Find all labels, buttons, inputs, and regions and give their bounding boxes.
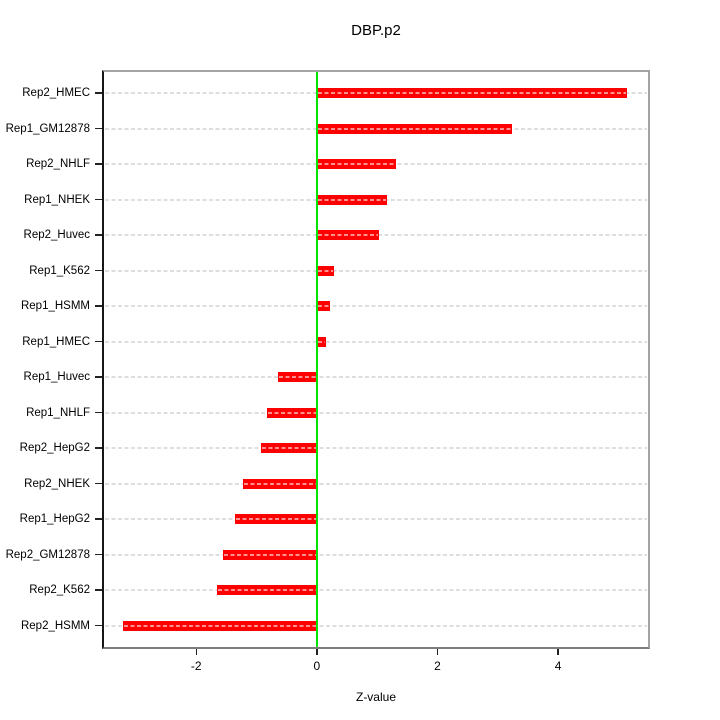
y-label-Rep2_NHEK: Rep2_NHEK xyxy=(24,477,90,490)
bar-Rep2_NHEK xyxy=(242,478,317,489)
y-tick xyxy=(95,482,102,484)
bar-Rep1_HMEC xyxy=(316,336,326,347)
bar-inner-dash xyxy=(317,127,511,130)
y-label-Rep1_HepG2: Rep1_HepG2 xyxy=(19,513,90,525)
gridline xyxy=(105,411,647,414)
x-tick xyxy=(557,649,559,655)
gridline xyxy=(105,340,647,343)
y-label-Rep2_Huvec: Rep2_Huvec xyxy=(23,229,90,241)
y-tick xyxy=(95,589,102,591)
y-tick xyxy=(95,269,102,271)
gridline xyxy=(105,305,647,307)
y-tick xyxy=(95,376,102,378)
gridline xyxy=(105,624,647,627)
bar-inner-dash xyxy=(267,411,316,414)
y-label-Rep2_GM12878: Rep2_GM12878 xyxy=(5,548,90,561)
gridline xyxy=(105,269,647,272)
bar-inner-dash xyxy=(218,589,316,591)
gridline xyxy=(105,553,647,556)
bar-Rep2_K562 xyxy=(217,585,317,595)
y-label-Rep2_HepG2: Rep2_HepG2 xyxy=(19,442,90,454)
bar-inner-dash xyxy=(243,482,316,485)
bar-Rep1_GM12878 xyxy=(316,123,512,134)
chart-title: DBP.p2 xyxy=(351,22,401,39)
y-label-Rep2_HSMM: Rep2_HSMM xyxy=(20,619,90,632)
y-label-Rep1_GM12878: Rep1_GM12878 xyxy=(5,122,90,135)
bar-inner-dash xyxy=(317,269,334,272)
bar-inner-dash xyxy=(317,198,386,201)
y-label-Rep2_NHLF: Rep2_NHLF xyxy=(26,158,90,170)
y-label-Rep2_K562: Rep2_K562 xyxy=(29,584,90,596)
gridline xyxy=(105,447,647,449)
bar-Rep1_NHEK xyxy=(316,194,387,205)
y-tick xyxy=(95,305,102,307)
y-tick xyxy=(95,624,102,626)
bar-Rep1_HepG2 xyxy=(234,514,317,524)
bar-Rep2_NHLF xyxy=(316,159,396,169)
x-tick-label-2: 2 xyxy=(434,659,441,673)
y-label-Rep1_Huvec: Rep1_Huvec xyxy=(23,371,90,383)
bar-Rep1_HSMM xyxy=(316,301,331,311)
y-label-Rep1_NHEK: Rep1_NHEK xyxy=(24,193,90,206)
bar-inner-dash xyxy=(223,553,316,556)
x-tick xyxy=(316,649,318,655)
gridline xyxy=(105,376,647,378)
bar-inner-dash xyxy=(317,234,378,236)
y-tick xyxy=(95,234,102,236)
bar-inner-dash xyxy=(124,624,316,627)
bar-Rep2_GM12878 xyxy=(222,549,317,560)
x-tick xyxy=(436,649,439,655)
bar-Rep1_NHLF xyxy=(266,407,317,418)
y-tick xyxy=(95,198,102,200)
bar-Rep2_HSMM xyxy=(123,620,317,631)
bar-inner-dash xyxy=(278,376,316,378)
gridline xyxy=(105,589,647,591)
bar-inner-dash xyxy=(317,92,627,94)
gridline xyxy=(105,518,647,520)
bar-Rep2_HepG2 xyxy=(260,443,317,453)
plot-area xyxy=(102,70,650,649)
bar-Rep2_HMEC xyxy=(316,88,628,98)
y-tick xyxy=(95,553,102,555)
bar-Rep2_Huvec xyxy=(316,230,379,240)
bar-Rep1_K562 xyxy=(316,265,335,276)
y-label-Rep2_HMEC: Rep2_HMEC xyxy=(22,87,90,99)
y-tick xyxy=(95,163,102,165)
bar-inner-dash xyxy=(235,518,316,520)
bar-inner-dash xyxy=(261,447,316,449)
zero-reference-line xyxy=(315,72,318,647)
x-tick-label-0: 0 xyxy=(313,659,321,673)
x-axis-title: Z-value xyxy=(355,690,396,704)
y-label-Rep1_K562: Rep1_K562 xyxy=(29,264,90,277)
bar-inner-dash xyxy=(317,305,330,307)
bar-inner-dash xyxy=(317,340,325,343)
x-tick-label--2: -2 xyxy=(190,659,202,673)
y-label-Rep1_HSMM: Rep1_HSMM xyxy=(20,300,90,312)
x-tick-label-4: 4 xyxy=(554,659,562,673)
y-tick xyxy=(95,127,102,129)
y-tick xyxy=(95,518,102,520)
y-tick xyxy=(95,447,102,449)
gridline xyxy=(105,482,647,485)
y-tick xyxy=(95,411,102,413)
y-tick xyxy=(95,340,102,342)
y-label-Rep1_NHLF: Rep1_NHLF xyxy=(26,406,90,419)
bar-inner-dash xyxy=(317,163,395,165)
y-label-Rep1_HMEC: Rep1_HMEC xyxy=(22,335,90,348)
y-tick xyxy=(95,92,102,94)
bar-Rep1_Huvec xyxy=(277,372,317,382)
x-tick xyxy=(195,649,198,655)
